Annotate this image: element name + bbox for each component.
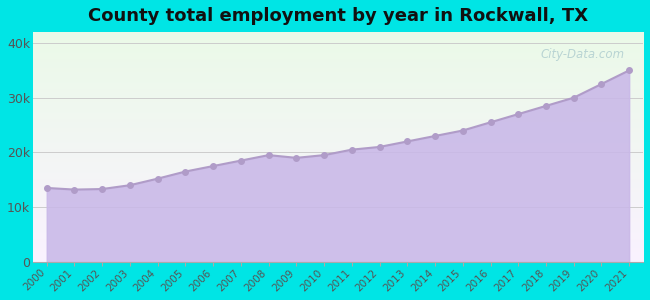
Title: County total employment by year in Rockwall, TX: County total employment by year in Rockw… [88,7,588,25]
Text: City-Data.com: City-Data.com [541,48,625,61]
